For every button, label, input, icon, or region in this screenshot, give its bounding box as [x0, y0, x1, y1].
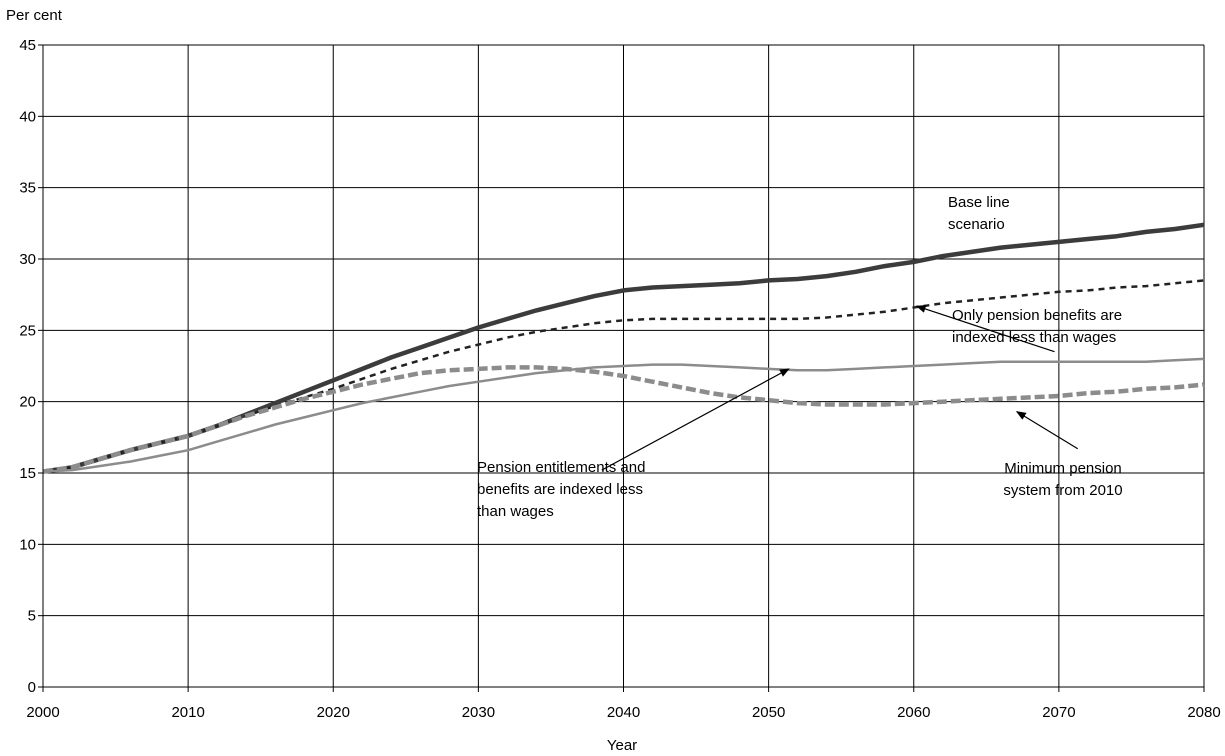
annotation-text-pension-entitlements-and-benefits: than wages	[477, 503, 554, 520]
y-tick-label: 30	[19, 251, 36, 268]
annotation-arrow-pension-entitlements-and-benefits	[601, 368, 790, 471]
annotation-text-baseline: Base line	[948, 194, 1010, 211]
y-tick-label: 5	[28, 608, 36, 625]
annotation-text-only-pension-benefits: Only pension benefits are	[952, 307, 1122, 324]
annotation-arrow-only-pension-benefits	[915, 305, 1055, 353]
annotation-text-minimum-pension-system: Minimum pension	[1004, 460, 1122, 477]
annotation-text-baseline: scenario	[948, 216, 1005, 233]
x-tick-label: 2050	[752, 704, 785, 721]
annotation-text-pension-entitlements-and-benefits: Pension entitlements and	[477, 459, 645, 476]
x-tick-label: 2000	[26, 704, 59, 721]
annotation-arrow-minimum-pension-system	[1015, 411, 1079, 450]
annotation-text-minimum-pension-system: system from 2010	[1003, 482, 1122, 499]
annotations: Base line scenario Only pension benefits a…	[477, 194, 1123, 520]
y-tick-label: 25	[19, 322, 36, 339]
annotation-text-pension-entitlements-and-benefits: benefits are indexed less	[477, 481, 643, 498]
y-tick-label: 45	[19, 37, 36, 54]
x-tick-label: 2060	[897, 704, 930, 721]
series-lines	[42, 222, 1205, 474]
x-tick-label: 2070	[1042, 704, 1075, 721]
axes	[38, 44, 1205, 692]
series-line-pension-entitlements-and-benefits	[42, 357, 1205, 473]
series-line-minimum-pension-system	[42, 365, 1205, 474]
x-tick-label: 2080	[1187, 704, 1220, 721]
y-tick-label: 10	[19, 536, 36, 553]
x-tick-label: 2020	[317, 704, 350, 721]
x-axis-label: Year	[607, 737, 637, 754]
y-tick-label: 0	[28, 679, 36, 696]
x-tick-label: 2010	[171, 704, 204, 721]
y-tick-label: 20	[19, 394, 36, 411]
y-tick-label: 15	[19, 465, 36, 482]
annotation-text-only-pension-benefits: indexed less than wages	[952, 329, 1116, 346]
y-axis-label: Per cent	[6, 7, 63, 24]
tick-labels: 0 5 10 15 20 25 30 35 40 45 2000 2010 2020 2030 2040 20…	[19, 37, 1220, 721]
y-tick-label: 40	[19, 108, 36, 125]
x-tick-label: 2030	[462, 704, 495, 721]
y-tick-label: 35	[19, 180, 36, 197]
x-tick-label: 2040	[607, 704, 640, 721]
